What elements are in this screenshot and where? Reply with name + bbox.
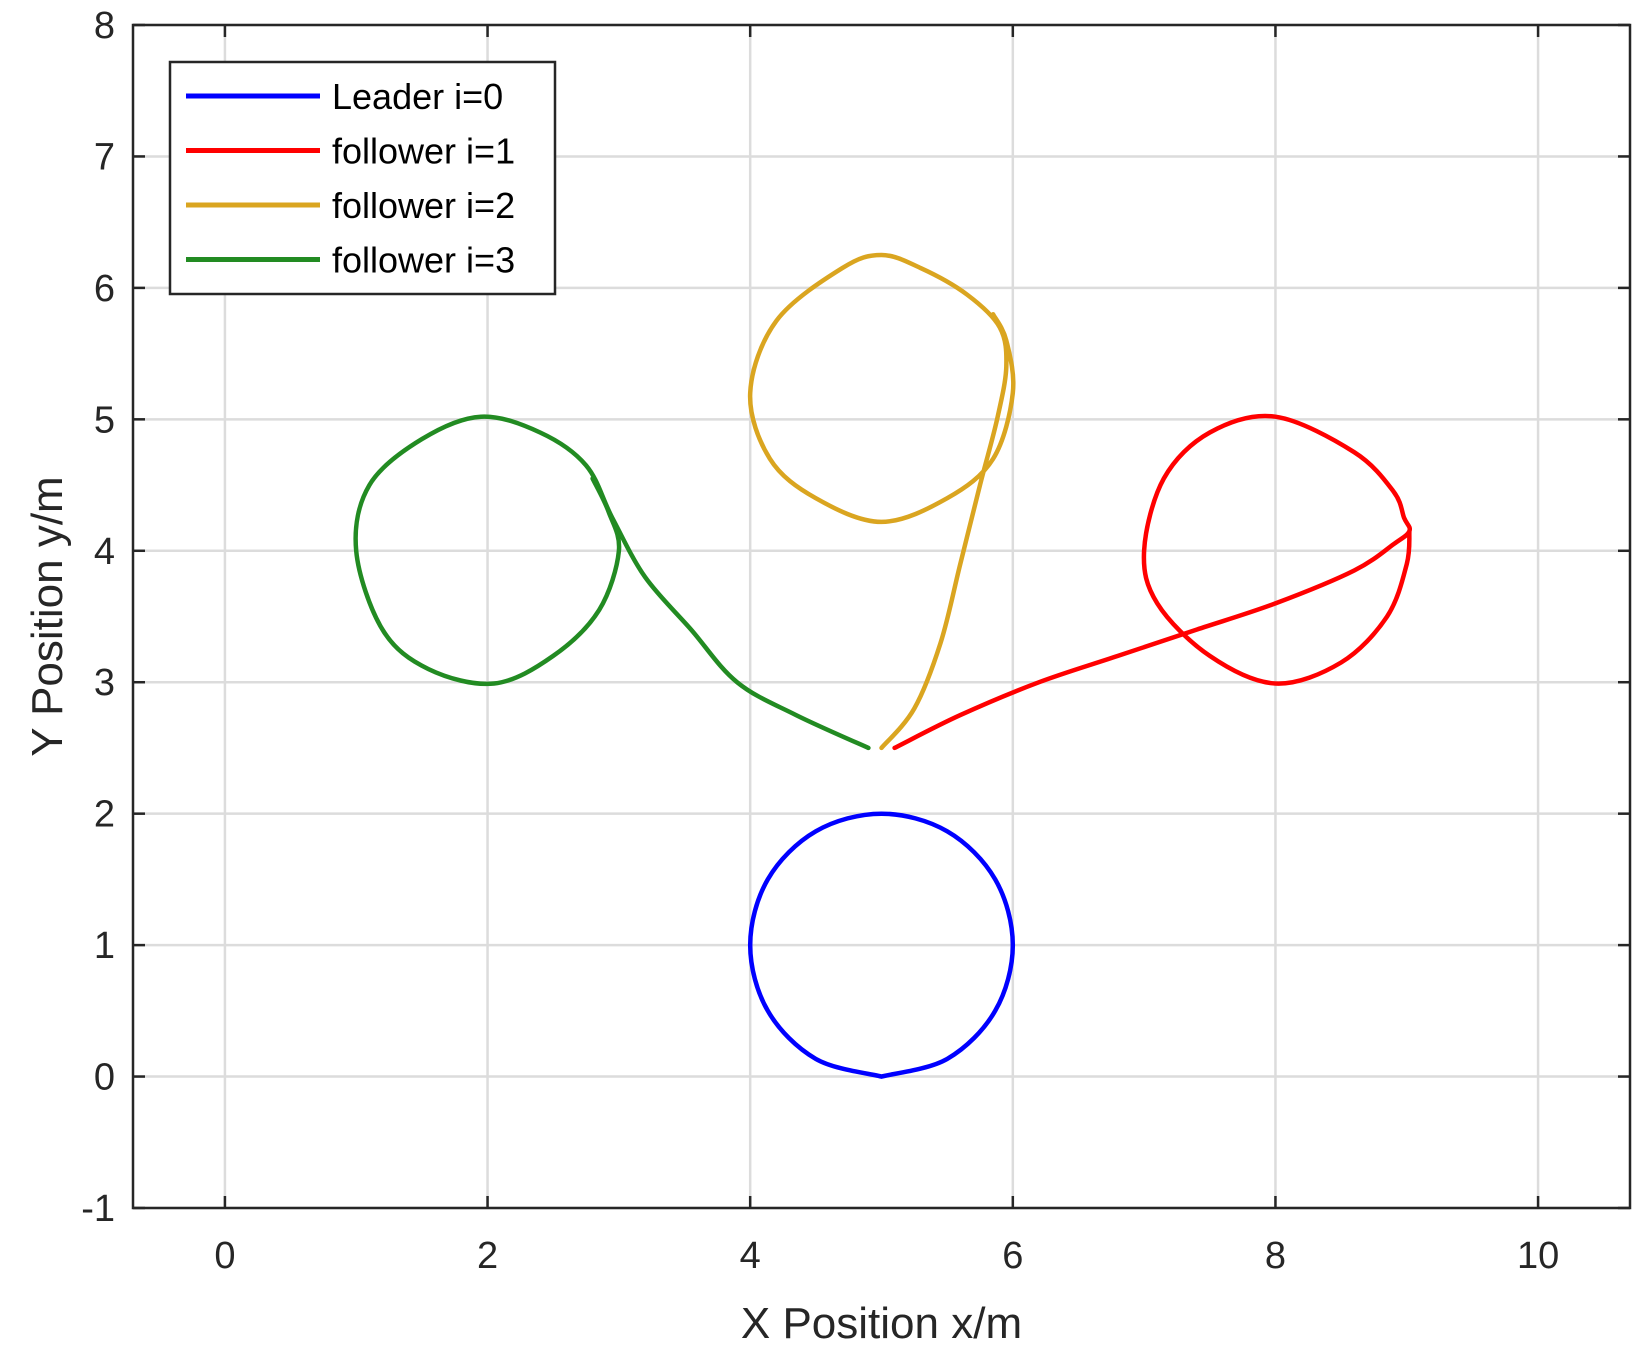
y-tick-label: 7 (94, 136, 115, 178)
axis-ticks: 0 2 4 6 8 10 -1 0 1 2 3 4 5 6 7 8 (81, 5, 1630, 1277)
y-axis-title: Y Position y/m (23, 476, 72, 756)
x-tick-label: 0 (214, 1235, 235, 1277)
y-tick-label: 6 (94, 268, 115, 310)
y-tick-label: 8 (94, 5, 115, 47)
x-tick-label: 10 (1517, 1235, 1559, 1277)
legend-box (168, 60, 557, 296)
y-tick-label: 2 (94, 794, 115, 836)
legend: Leader i=0 follower i=1 follower i=2 follow… (168, 60, 557, 296)
x-tick-label: 8 (1265, 1235, 1286, 1277)
series-line-0 (747, 811, 1016, 1079)
plot-frame (131, 23, 1632, 1210)
y-tick-label: 1 (94, 925, 115, 967)
y-tick-label: 0 (94, 1057, 115, 1099)
legend-label-3: follower i=3 (332, 240, 515, 281)
legend-label-2: follower i=2 (332, 185, 515, 226)
legend-label-0: Leader i=0 (332, 76, 503, 117)
series-line-1 (892, 413, 1413, 751)
series-line-3 (353, 414, 871, 751)
y-tick-label: 5 (94, 399, 115, 441)
x-tick-label: 2 (477, 1235, 498, 1277)
x-tick-label: 4 (740, 1235, 761, 1277)
x-tick-label: 6 (1002, 1235, 1023, 1277)
x-axis-title: X Position x/m (741, 1299, 1022, 1348)
y-tick-label: 3 (94, 662, 115, 704)
legend-label-1: follower i=1 (332, 131, 515, 172)
y-tick-label: -1 (81, 1188, 115, 1230)
y-tick-label: 4 (94, 531, 115, 573)
series-group (353, 252, 1413, 1079)
series-line-2 (747, 252, 1016, 751)
